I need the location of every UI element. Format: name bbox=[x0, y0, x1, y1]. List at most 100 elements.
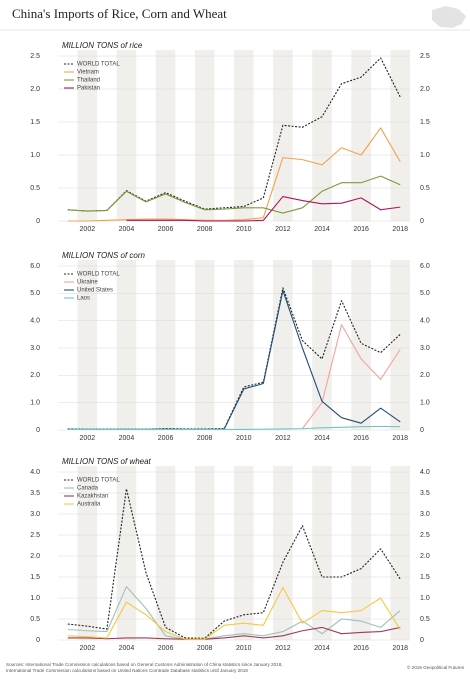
y-tick-label: 0 bbox=[36, 218, 40, 225]
y-tick-label: 2.0 bbox=[30, 86, 40, 93]
year-band bbox=[390, 466, 410, 640]
year-band bbox=[390, 50, 410, 221]
y-tick-label: 1.0 bbox=[30, 595, 40, 602]
year-band bbox=[273, 50, 293, 221]
x-tick-label: 2018 bbox=[392, 645, 408, 652]
year-band bbox=[155, 466, 176, 640]
y-tick-label: 2.0 bbox=[30, 372, 40, 379]
x-tick-label: 2002 bbox=[80, 645, 96, 652]
x-tick-label: 2014 bbox=[314, 226, 330, 233]
legend-label: Pakistan bbox=[77, 86, 100, 92]
y-tick-label: 0.5 bbox=[30, 616, 40, 623]
year-band bbox=[273, 466, 293, 640]
y-tick-label-right: 3.5 bbox=[420, 490, 430, 497]
y-tick-label: 2.5 bbox=[30, 532, 40, 539]
y-tick-label: 0.5 bbox=[30, 185, 40, 192]
year-band bbox=[77, 50, 98, 221]
year-band bbox=[351, 466, 371, 640]
legend-label: Canada bbox=[77, 486, 99, 492]
series-line bbox=[67, 586, 401, 640]
legend-label: Kazakhstan bbox=[77, 494, 108, 500]
y-tick-label-right: 3.0 bbox=[420, 345, 430, 352]
y-tick-label-right: 2.5 bbox=[420, 532, 430, 539]
legend-label: WORLD TOTAL bbox=[77, 62, 120, 68]
y-axis-label: MILLION TONS of wheat bbox=[62, 457, 152, 466]
y-tick-label-right: 0.5 bbox=[420, 616, 430, 623]
y-tick-label-right: 1.5 bbox=[420, 574, 430, 581]
year-band bbox=[116, 260, 137, 430]
year-band bbox=[312, 50, 332, 221]
legend-label: Ukraine bbox=[77, 280, 98, 286]
x-tick-label: 2018 bbox=[392, 226, 408, 233]
legend-label: Vietnam bbox=[77, 70, 99, 76]
x-tick-label: 2002 bbox=[80, 226, 96, 233]
series-line bbox=[67, 57, 401, 212]
y-tick-label: 3.0 bbox=[30, 511, 40, 518]
x-tick-label: 2012 bbox=[275, 226, 291, 233]
x-tick-label: 2012 bbox=[275, 645, 291, 652]
y-tick-label-right: 2.0 bbox=[420, 372, 430, 379]
x-tick-label: 2002 bbox=[80, 435, 96, 442]
y-tick-label-right: 1.5 bbox=[420, 119, 430, 126]
year-band bbox=[351, 50, 371, 221]
source-line: Sources: International Trade Commission … bbox=[6, 662, 283, 667]
year-band bbox=[116, 466, 137, 640]
year-band bbox=[273, 260, 293, 430]
y-axis-label: MILLION TONS of corn bbox=[62, 251, 146, 260]
x-tick-label: 2008 bbox=[197, 645, 213, 652]
y-tick-label: 5.0 bbox=[30, 290, 40, 297]
y-tick-label-right: 1.0 bbox=[420, 400, 430, 407]
y-tick-label: 1.5 bbox=[30, 574, 40, 581]
y-tick-label: 6.0 bbox=[30, 263, 40, 270]
legend-label: United States bbox=[77, 288, 113, 294]
x-tick-label: 2016 bbox=[353, 645, 369, 652]
x-tick-label: 2010 bbox=[236, 226, 252, 233]
y-tick-label: 0 bbox=[36, 427, 40, 434]
series-line bbox=[67, 626, 401, 640]
legend-label: WORLD TOTAL bbox=[77, 478, 120, 484]
year-band bbox=[77, 466, 98, 640]
y-tick-label: 4.0 bbox=[30, 318, 40, 325]
year-band bbox=[155, 260, 176, 430]
series-line bbox=[126, 196, 401, 222]
x-tick-label: 2004 bbox=[119, 645, 135, 652]
x-tick-label: 2014 bbox=[314, 645, 330, 652]
copyright: © 2019 Geopolitical Futures bbox=[407, 664, 465, 670]
year-band bbox=[234, 50, 254, 221]
x-tick-label: 2006 bbox=[158, 435, 174, 442]
page-title: China's Imports of Rice, Corn and Wheat bbox=[12, 6, 227, 21]
y-tick-label-right: 5.0 bbox=[420, 290, 430, 297]
china-map-icon bbox=[432, 6, 466, 28]
year-band bbox=[194, 260, 215, 430]
series-line bbox=[67, 425, 401, 430]
year-band bbox=[194, 50, 215, 221]
y-tick-label: 4.0 bbox=[30, 469, 40, 476]
x-tick-label: 2018 bbox=[392, 435, 408, 442]
x-tick-label: 2012 bbox=[275, 435, 291, 442]
y-tick-label-right: 2.0 bbox=[420, 86, 430, 93]
x-tick-label: 2014 bbox=[314, 435, 330, 442]
year-band bbox=[116, 50, 137, 221]
x-tick-label: 2006 bbox=[158, 645, 174, 652]
x-tick-label: 2004 bbox=[119, 435, 135, 442]
y-tick-label: 3.0 bbox=[30, 345, 40, 352]
year-band bbox=[351, 260, 371, 430]
y-tick-label: 1.0 bbox=[30, 400, 40, 407]
year-band bbox=[155, 50, 176, 221]
series-line bbox=[67, 175, 401, 214]
y-tick-label-right: 2.0 bbox=[420, 553, 430, 560]
y-tick-label-right: 0 bbox=[420, 218, 424, 225]
series-line bbox=[67, 488, 401, 639]
y-tick-label-right: 6.0 bbox=[420, 263, 430, 270]
x-tick-label: 2010 bbox=[236, 645, 252, 652]
series-line bbox=[67, 127, 401, 222]
x-tick-label: 2004 bbox=[119, 226, 135, 233]
year-band bbox=[234, 466, 254, 640]
source-line: International Trade Commission calculati… bbox=[6, 668, 248, 673]
y-tick-label-right: 2.5 bbox=[420, 53, 430, 60]
y-tick-label: 1.0 bbox=[30, 152, 40, 159]
year-band bbox=[390, 260, 410, 430]
y-tick-label-right: 4.0 bbox=[420, 318, 430, 325]
x-tick-label: 2008 bbox=[197, 435, 213, 442]
